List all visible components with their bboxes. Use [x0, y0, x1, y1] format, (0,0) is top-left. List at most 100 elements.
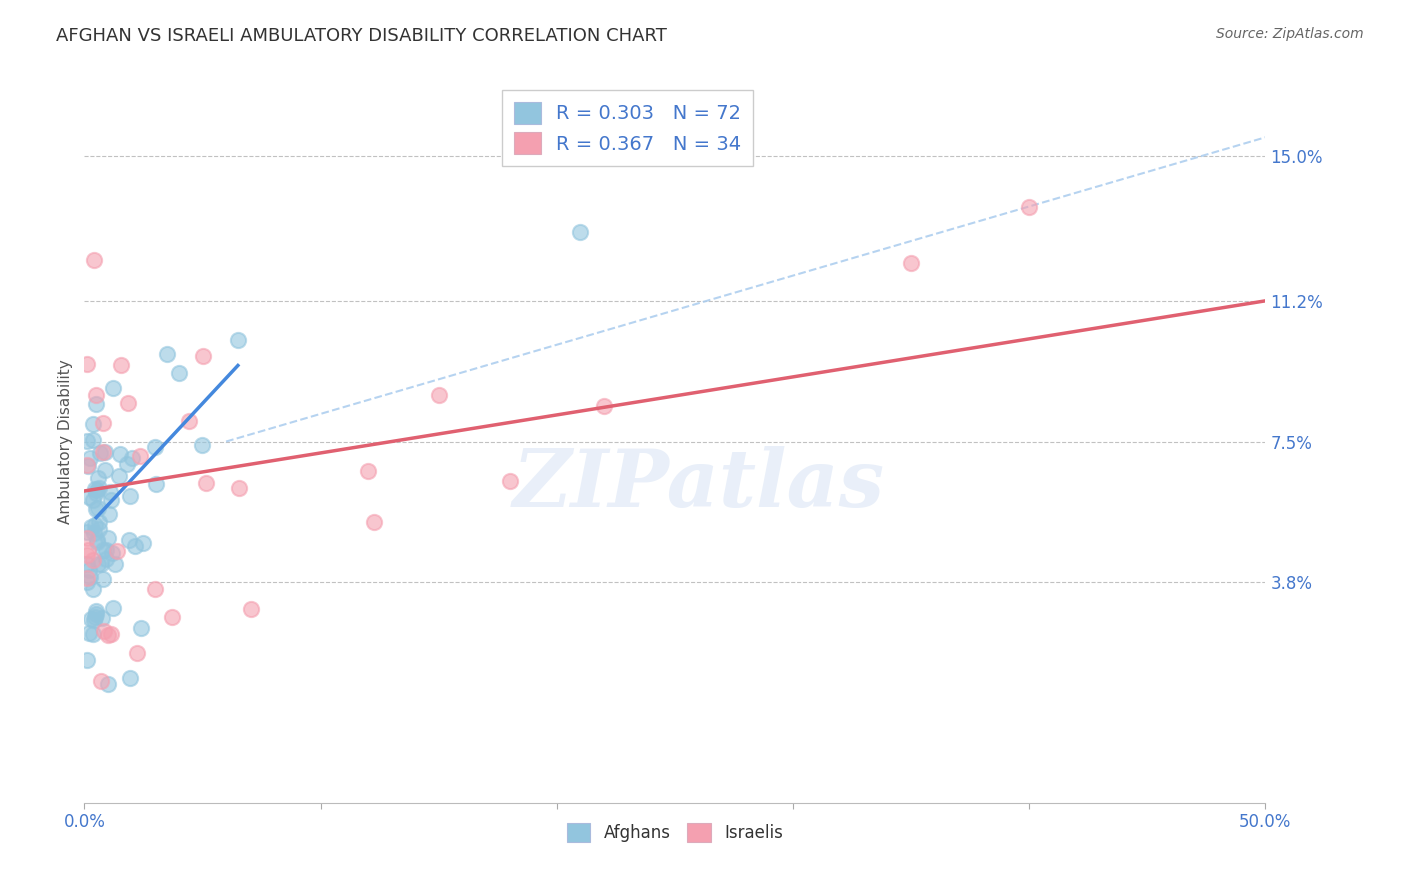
Point [108, 447, 131, 461]
Legend: Afghans, Israelis: Afghans, Israelis [560, 816, 790, 848]
Point [90, 558, 112, 572]
Point [82, 552, 104, 566]
Point [132, 536, 155, 550]
Point [77, 542, 100, 557]
Point [76, 458, 98, 472]
Point [93, 624, 115, 638]
Point [83, 610, 105, 624]
Point [363, 515, 385, 529]
Point [76, 531, 98, 545]
Point [84, 607, 107, 622]
Point [110, 359, 132, 373]
Point [105, 544, 128, 558]
Point [129, 621, 152, 635]
Point [195, 475, 218, 490]
Point [900, 255, 922, 269]
Point [94, 445, 117, 459]
Point [80, 520, 103, 534]
Text: AFGHAN VS ISRAELI AMBULATORY DISABILITY CORRELATION CHART: AFGHAN VS ISRAELI AMBULATORY DISABILITY … [56, 27, 666, 45]
Point [121, 450, 143, 465]
Point [191, 438, 214, 452]
Point [97, 531, 120, 545]
Point [79, 490, 101, 504]
Point [77, 625, 100, 640]
Point [125, 646, 148, 660]
Point [76, 574, 98, 589]
Point [118, 671, 141, 685]
Point [82, 417, 104, 431]
Point [86, 483, 108, 498]
Point [191, 349, 214, 363]
Point [83, 525, 105, 540]
Point [84, 397, 107, 411]
Point [79, 451, 101, 466]
Point [498, 474, 520, 488]
Point [76, 357, 98, 371]
Point [83, 613, 105, 627]
Point [427, 388, 450, 402]
Point [76, 524, 98, 539]
Point [94, 542, 117, 557]
Point [77, 458, 100, 473]
Point [97, 628, 120, 642]
Point [89, 481, 111, 495]
Point [118, 489, 141, 503]
Point [76, 548, 98, 562]
Point [86, 535, 108, 549]
Point [90, 673, 112, 688]
Point [101, 600, 124, 615]
Point [94, 552, 117, 566]
Point [90, 611, 112, 625]
Point [145, 476, 167, 491]
Point [86, 471, 108, 485]
Point [104, 557, 127, 571]
Point [79, 569, 101, 583]
Point [84, 486, 107, 500]
Point [228, 481, 250, 495]
Point [76, 557, 98, 571]
Point [82, 627, 104, 641]
Point [93, 463, 115, 477]
Point [160, 610, 183, 624]
Point [569, 226, 592, 240]
Text: Source: ZipAtlas.com: Source: ZipAtlas.com [1216, 27, 1364, 41]
Point [593, 399, 616, 413]
Point [117, 396, 139, 410]
Point [83, 482, 105, 496]
Point [156, 347, 179, 361]
Point [76, 653, 98, 667]
Point [97, 508, 120, 522]
Point [82, 434, 104, 448]
Point [76, 434, 98, 449]
Point [87, 515, 110, 529]
Point [118, 533, 141, 547]
Point [129, 449, 152, 463]
Point [89, 446, 111, 460]
Point [1018, 200, 1040, 214]
Point [143, 582, 166, 596]
Point [84, 517, 107, 532]
Point [240, 602, 263, 616]
Point [76, 571, 98, 585]
Point [84, 501, 107, 516]
Point [100, 492, 122, 507]
Y-axis label: Ambulatory Disability: Ambulatory Disability [58, 359, 73, 524]
Point [84, 388, 107, 402]
Point [115, 457, 138, 471]
Point [101, 546, 124, 560]
Point [101, 381, 124, 395]
Point [86, 533, 108, 547]
Point [80, 612, 103, 626]
Text: ZIPatlas: ZIPatlas [512, 446, 884, 524]
Point [93, 542, 115, 557]
Point [87, 522, 110, 536]
Point [107, 468, 129, 483]
Point [82, 492, 104, 507]
Point [167, 366, 190, 380]
Point [143, 440, 166, 454]
Point [87, 557, 110, 571]
Point [357, 464, 380, 478]
Point [226, 334, 249, 348]
Point [100, 626, 122, 640]
Point [98, 484, 121, 499]
